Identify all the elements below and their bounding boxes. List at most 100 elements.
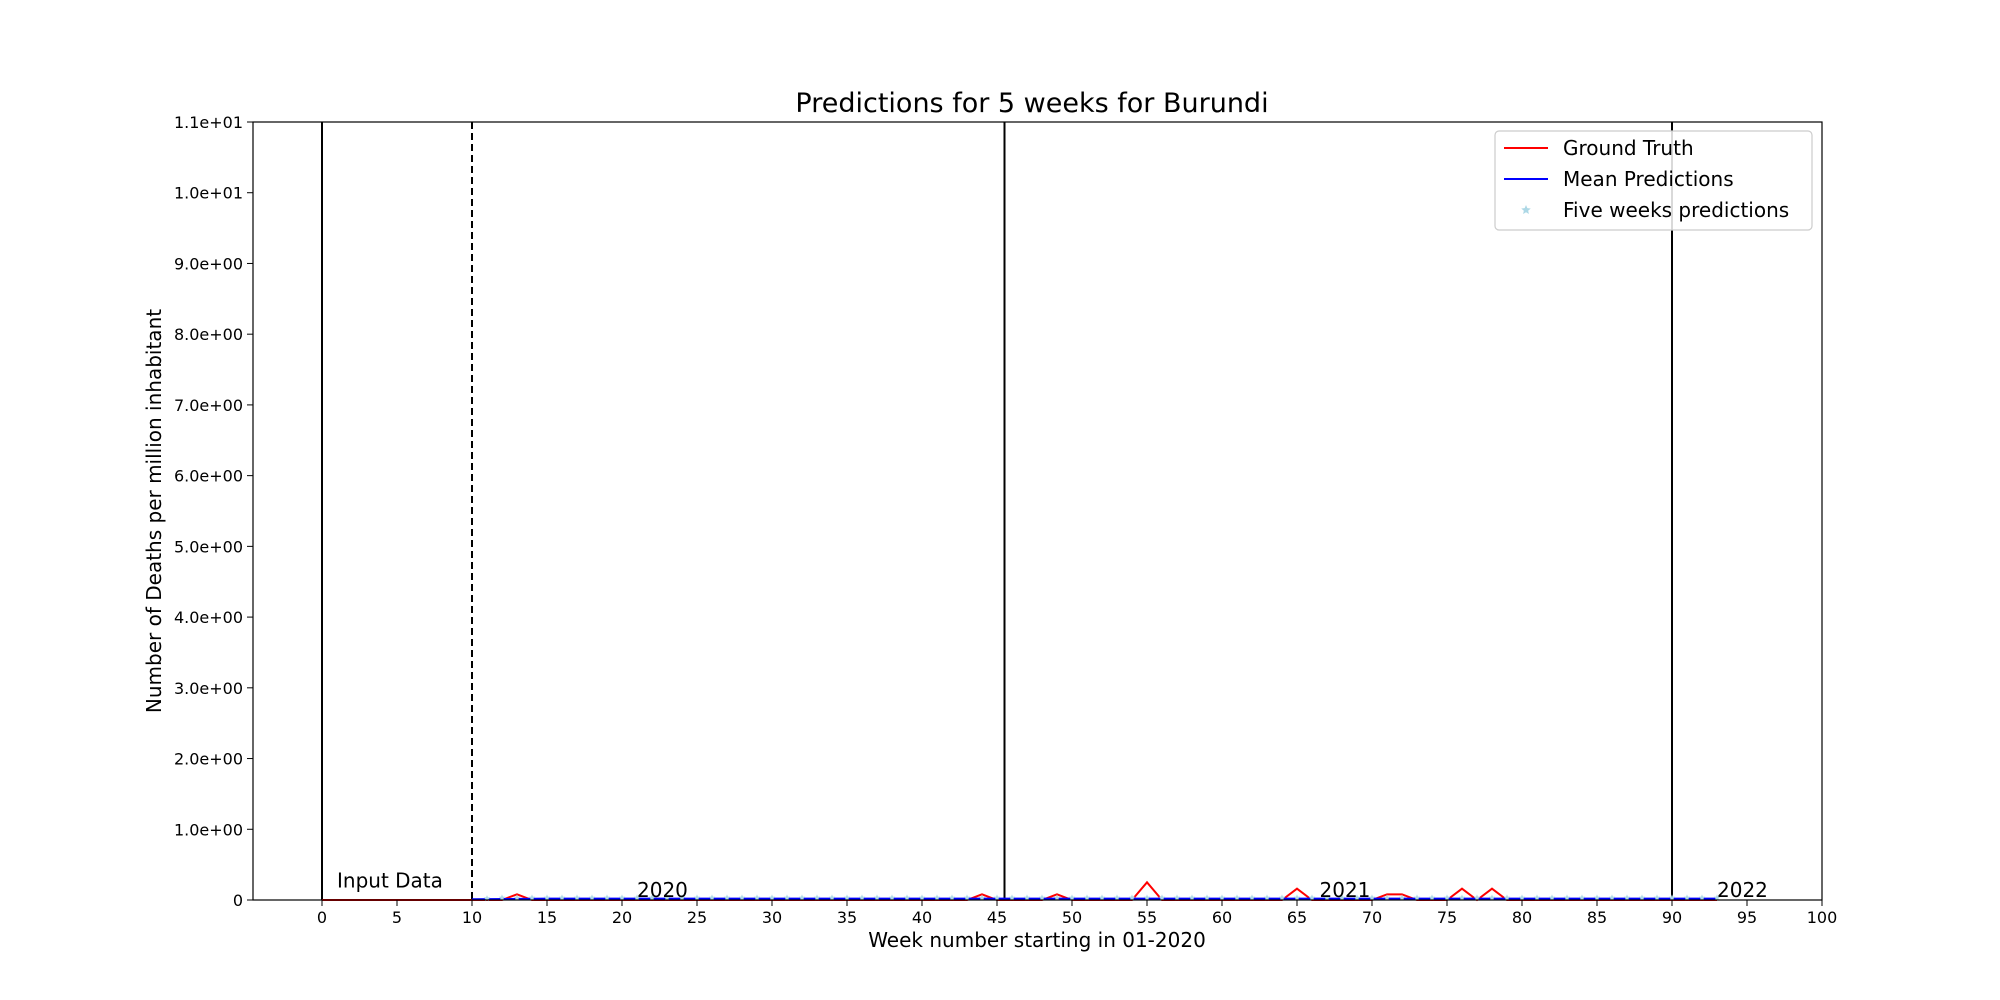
prediction-point — [1263, 894, 1271, 901]
prediction-point — [1233, 894, 1241, 901]
prediction-point — [1203, 894, 1211, 901]
legend: Ground Truth Mean Predictions Five weeks p… — [1494, 130, 1813, 231]
prediction-point — [1338, 894, 1346, 901]
legend-label: Mean Predictions — [1563, 167, 1734, 191]
prediction-point — [1128, 894, 1136, 901]
prediction-point — [903, 894, 911, 901]
y-tick-label: 4.0e+00 — [174, 608, 243, 627]
prediction-point — [678, 894, 686, 901]
prediction-point — [1398, 894, 1406, 901]
x-tick-label: 50 — [1062, 908, 1082, 927]
prediction-point — [1473, 894, 1481, 901]
y-tick-label: 5.0e+00 — [174, 537, 243, 556]
x-tick-label: 35 — [837, 908, 857, 927]
x-tick-label: 65 — [1287, 908, 1307, 927]
prediction-point — [888, 894, 896, 901]
prediction-point — [1713, 894, 1721, 901]
prediction-point — [663, 894, 671, 901]
legend-label: Five weeks predictions — [1563, 198, 1789, 222]
prediction-point — [783, 894, 791, 901]
series-line — [471, 897, 1717, 901]
prediction-point — [1533, 894, 1541, 901]
prediction-point — [573, 894, 581, 901]
y-tick-label: 1.0e+01 — [174, 184, 243, 203]
prediction-point — [993, 894, 1001, 901]
x-tick-label: 95 — [1737, 908, 1757, 927]
prediction-point — [558, 894, 566, 901]
prediction-point — [1008, 894, 1016, 901]
legend-marker — [1521, 205, 1531, 215]
prediction-point — [1413, 894, 1421, 901]
prediction-point — [1143, 894, 1151, 901]
prediction-point — [648, 894, 656, 901]
plot-content — [321, 122, 1721, 902]
x-tick-label: 45 — [987, 908, 1007, 927]
prediction-point — [1698, 894, 1706, 901]
prediction-point — [1623, 894, 1631, 901]
x-tick-label: 85 — [1587, 908, 1607, 927]
legend-label: Ground Truth — [1563, 136, 1694, 160]
prediction-point — [1368, 894, 1376, 901]
prediction-point — [1323, 894, 1331, 901]
prediction-point — [1593, 894, 1601, 901]
prediction-point — [813, 894, 821, 901]
prediction-point — [843, 894, 851, 901]
prediction-point — [603, 894, 611, 901]
prediction-point — [528, 894, 536, 901]
x-tick-label: 5 — [392, 908, 402, 927]
x-tick-label: 75 — [1437, 908, 1457, 927]
prediction-point — [918, 894, 926, 901]
x-tick-label: 10 — [462, 908, 482, 927]
prediction-point — [828, 894, 836, 901]
y-tick-label: 9.0e+00 — [174, 254, 243, 273]
prediction-point — [873, 894, 881, 901]
y-axis: 0 1.0e+00 2.0e+00 3.0e+00 4.0e+00 5.0e+00 6.0e… — [174, 113, 253, 910]
prediction-point — [1458, 894, 1466, 901]
prediction-point — [1038, 894, 1046, 901]
prediction-point — [768, 894, 776, 901]
annotations: Input Data 2020 2021 2022 — [337, 868, 1768, 902]
prediction-point — [1218, 894, 1226, 901]
annotation-label: Input Data — [337, 868, 443, 892]
prediction-point — [1563, 894, 1571, 901]
prediction-point — [1098, 894, 1106, 901]
y-tick-label: 7.0e+00 — [174, 396, 243, 415]
x-tick-label: 0 — [317, 908, 327, 927]
annotation-label: 2020 — [637, 878, 688, 902]
prediction-point — [618, 894, 626, 901]
prediction-point — [858, 894, 866, 901]
prediction-point — [1248, 894, 1256, 901]
y-tick-label: 0 — [233, 891, 243, 910]
prediction-point — [1353, 894, 1361, 901]
x-tick-label: 55 — [1137, 908, 1157, 927]
y-axis-label: Number of Deaths per million inhabitant — [142, 309, 166, 713]
prediction-point — [738, 894, 746, 901]
prediction-point — [1503, 894, 1511, 901]
prediction-point — [1083, 894, 1091, 901]
y-tick-label: 8.0e+00 — [174, 325, 243, 344]
x-tick-label: 40 — [912, 908, 932, 927]
prediction-point — [948, 894, 956, 901]
prediction-point — [1578, 894, 1586, 901]
prediction-point — [1053, 894, 1061, 901]
prediction-point — [1428, 894, 1436, 901]
prediction-point — [633, 894, 641, 901]
y-tick-label: 1.1e+01 — [174, 113, 243, 132]
y-tick-label: 3.0e+00 — [174, 679, 243, 698]
x-tick-label: 25 — [687, 908, 707, 927]
x-tick-label: 30 — [762, 908, 782, 927]
prediction-point — [1653, 894, 1661, 901]
prediction-point — [1278, 894, 1286, 901]
prediction-point — [1188, 894, 1196, 901]
annotation-label: 2022 — [1717, 878, 1768, 902]
prediction-point — [708, 894, 716, 901]
prediction-point — [1443, 894, 1451, 901]
prediction-point — [498, 894, 506, 901]
prediction-point — [1668, 894, 1676, 901]
x-tick-label: 70 — [1362, 908, 1382, 927]
prediction-point — [1173, 894, 1181, 901]
prediction-point — [933, 894, 941, 901]
prediction-point — [1308, 894, 1316, 901]
prediction-point — [543, 894, 551, 901]
